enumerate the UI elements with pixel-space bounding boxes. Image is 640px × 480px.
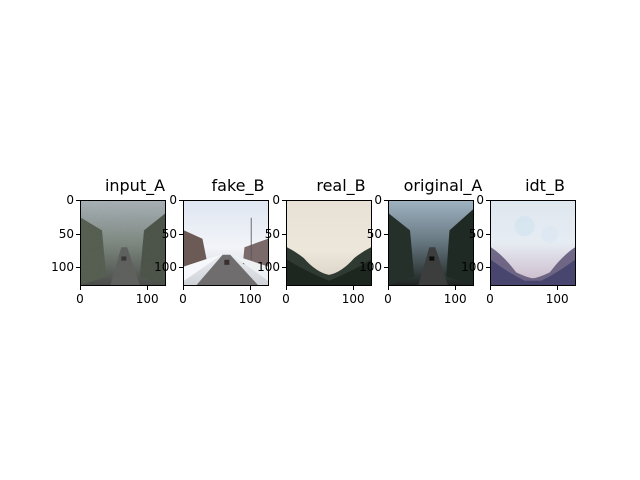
- y-tick-mark: [384, 267, 388, 269]
- y-tick-label: 0: [374, 193, 382, 207]
- x-tick-mark: [490, 286, 491, 290]
- image-axes: [490, 200, 576, 286]
- y-tick-mark: [282, 233, 286, 235]
- y-tick-label: 100: [461, 260, 484, 275]
- x-tick-mark: [353, 286, 355, 290]
- x-tick-label: 100: [238, 292, 262, 306]
- x-tick-label: 0: [282, 292, 290, 306]
- y-tick-mark: [179, 233, 183, 235]
- y-tick-mark: [486, 200, 490, 201]
- panel-title: original_A: [403, 176, 483, 195]
- y-tick-label: 50: [366, 226, 382, 241]
- image-panel: idt_B 0 50 100 0 100: [461, 176, 600, 316]
- y-tick-mark: [384, 233, 388, 235]
- x-tick-mark: [557, 286, 559, 290]
- x-tick-label: 100: [341, 292, 365, 306]
- y-tick-label: 50: [468, 226, 484, 241]
- image-axes: [80, 200, 166, 286]
- y-tick-mark: [486, 267, 490, 269]
- x-tick-label: 0: [76, 292, 84, 306]
- panel-title: fake_B: [211, 176, 265, 195]
- x-tick-mark: [250, 286, 252, 290]
- y-tick-label: 100: [359, 260, 382, 275]
- image-foggy-hill: [287, 201, 371, 285]
- y-tick-label: 0: [66, 193, 74, 207]
- image-snowy-road: [184, 201, 268, 285]
- x-tick-label: 100: [443, 292, 467, 306]
- y-tick-label: 100: [154, 260, 177, 275]
- image-noisy-road: [81, 201, 165, 285]
- y-tick-mark: [76, 200, 80, 201]
- x-tick-mark: [286, 286, 287, 290]
- y-tick-label: 50: [58, 226, 74, 241]
- y-tick-mark: [179, 267, 183, 269]
- panel-title: input_A: [104, 176, 166, 195]
- image-axes: [388, 200, 474, 286]
- x-tick-mark: [80, 286, 81, 290]
- x-tick-label: 0: [179, 292, 187, 306]
- x-tick-label: 0: [384, 292, 392, 306]
- image-axes: [183, 200, 269, 286]
- image-axes: [286, 200, 372, 286]
- y-tick-mark: [282, 267, 286, 269]
- panel-title: real_B: [316, 176, 366, 195]
- x-tick-label: 100: [545, 292, 569, 306]
- image-panel: real_B 0 50 100 0 100: [257, 176, 396, 316]
- x-tick-mark: [147, 286, 149, 290]
- y-tick-mark: [179, 200, 183, 201]
- image-dark-road: [389, 201, 473, 285]
- image-hazy-bluish: [491, 201, 575, 285]
- y-tick-mark: [384, 200, 388, 201]
- y-tick-label: 50: [264, 226, 280, 241]
- y-tick-label: 0: [272, 193, 280, 207]
- y-tick-mark: [282, 200, 286, 201]
- y-tick-mark: [486, 233, 490, 235]
- panel-title: idt_B: [525, 176, 565, 195]
- image-panel: original_A 0 50 100 0 100: [359, 176, 498, 316]
- y-tick-mark: [76, 233, 80, 235]
- image-panel: input_A: [51, 176, 190, 316]
- y-tick-label: 100: [257, 260, 280, 275]
- y-tick-label: 50: [161, 226, 177, 241]
- x-tick-mark: [455, 286, 457, 290]
- y-tick-label: 0: [476, 193, 484, 207]
- x-tick-label: 100: [135, 292, 159, 306]
- y-tick-mark: [76, 267, 80, 269]
- x-tick-mark: [388, 286, 389, 290]
- x-tick-label: 0: [486, 292, 494, 306]
- y-tick-label: 0: [169, 193, 177, 207]
- image-panel: fake_B 0 50 100 0 100: [154, 176, 293, 316]
- y-tick-label: 100: [51, 260, 74, 275]
- x-tick-mark: [183, 286, 184, 290]
